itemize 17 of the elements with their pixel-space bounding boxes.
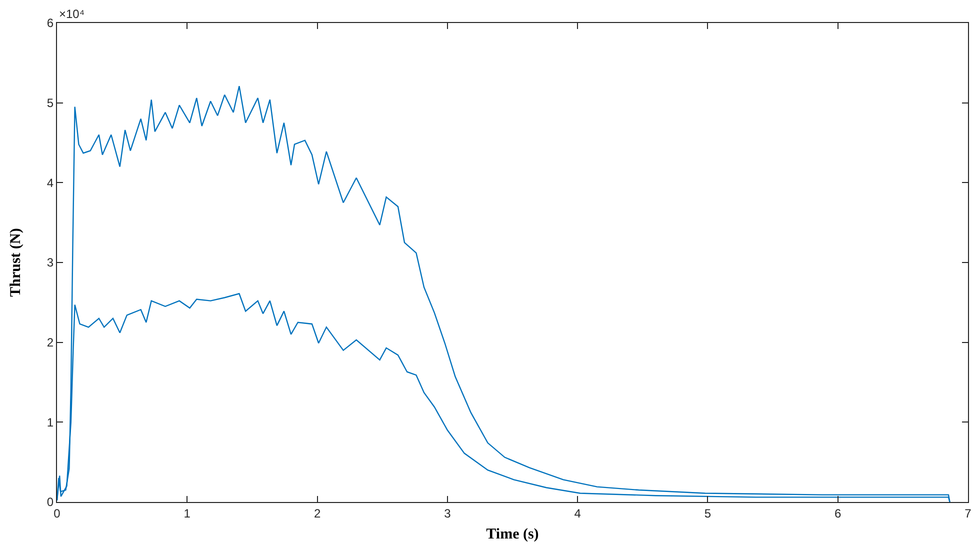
x-tick-label: 6: [834, 506, 842, 520]
y-tick-label: 6: [46, 16, 54, 30]
y-tick-label: 2: [46, 336, 54, 350]
y-tick-label: 3: [46, 256, 54, 270]
y-tick-label: 1: [46, 415, 54, 430]
x-tick-label: 7: [964, 506, 972, 520]
x-tick-label: 4: [574, 506, 582, 520]
y-tick-label: 4: [46, 176, 54, 190]
x-tick-label: 5: [704, 506, 712, 520]
x-tick-label: 2: [314, 506, 321, 520]
text: ×10⁴: [59, 7, 85, 21]
y-tick-label: 0: [46, 495, 54, 510]
x-tick-label: 1: [184, 506, 191, 520]
y-tick-label: 5: [46, 96, 54, 110]
x-tick-label: 3: [444, 506, 452, 520]
y-axis-title: Thrust (N): [8, 228, 24, 297]
x-axis-title: Time (s): [486, 526, 539, 542]
